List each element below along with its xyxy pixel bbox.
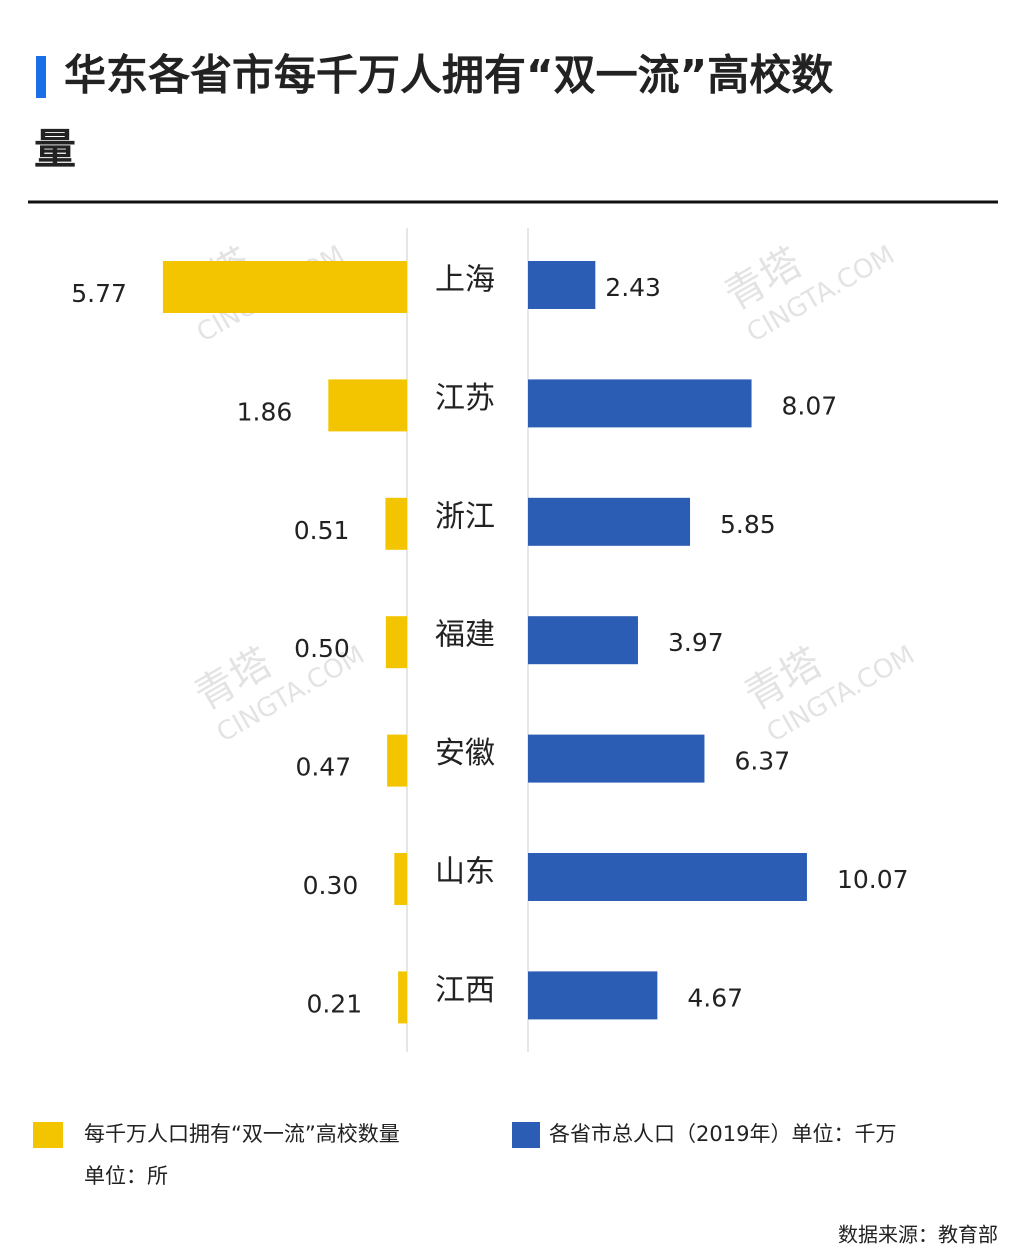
category-label: 江苏 bbox=[435, 381, 495, 416]
bar bbox=[394, 853, 407, 905]
chart-title: 华东各省市每千万人拥有“双一流”高校数 bbox=[64, 51, 833, 100]
legend-unit: 单位：所 bbox=[84, 1164, 168, 1188]
bar bbox=[528, 853, 807, 901]
legend-swatch bbox=[33, 1122, 63, 1148]
value-label: 0.30 bbox=[303, 871, 359, 900]
category-label: 上海 bbox=[435, 263, 495, 298]
bar bbox=[328, 379, 407, 432]
value-label: 0.21 bbox=[306, 989, 362, 1018]
category-label: 浙江 bbox=[435, 499, 495, 534]
chart-title: 量 bbox=[34, 125, 76, 174]
category-label: 山东 bbox=[435, 855, 495, 890]
bar bbox=[385, 616, 407, 669]
value-label: 8.07 bbox=[782, 391, 838, 420]
value-label: 0.51 bbox=[294, 516, 350, 545]
value-label: 4.67 bbox=[687, 983, 743, 1012]
category-label: 江西 bbox=[435, 973, 495, 1008]
bar bbox=[528, 497, 691, 546]
bar bbox=[528, 616, 638, 665]
bar bbox=[528, 734, 705, 783]
value-label: 0.50 bbox=[294, 634, 350, 663]
value-label: 10.07 bbox=[837, 865, 909, 894]
category-label: 福建 bbox=[435, 618, 495, 653]
category-label: 安徽 bbox=[435, 736, 495, 771]
value-label: 2.43 bbox=[605, 273, 661, 302]
legend-label: 每千万人口拥有“双一流”高校数量 bbox=[84, 1122, 400, 1146]
bar bbox=[387, 734, 407, 787]
bar bbox=[528, 261, 596, 309]
value-label: 5.85 bbox=[720, 510, 776, 539]
value-label: 3.97 bbox=[668, 628, 724, 657]
bar bbox=[528, 971, 658, 1020]
value-label: 6.37 bbox=[734, 747, 790, 776]
bar bbox=[385, 497, 407, 550]
value-label: 0.47 bbox=[295, 753, 351, 782]
bar bbox=[162, 261, 407, 313]
bar bbox=[398, 971, 407, 1024]
title-marker bbox=[36, 56, 46, 98]
value-label: 5.77 bbox=[71, 279, 127, 308]
bar bbox=[528, 379, 752, 428]
legend-swatch bbox=[512, 1122, 540, 1148]
source: 数据来源：教育部 bbox=[838, 1223, 998, 1247]
value-label: 1.86 bbox=[237, 397, 293, 426]
legend-label: 各省市总人口（2019年）单位：千万 bbox=[549, 1122, 896, 1146]
